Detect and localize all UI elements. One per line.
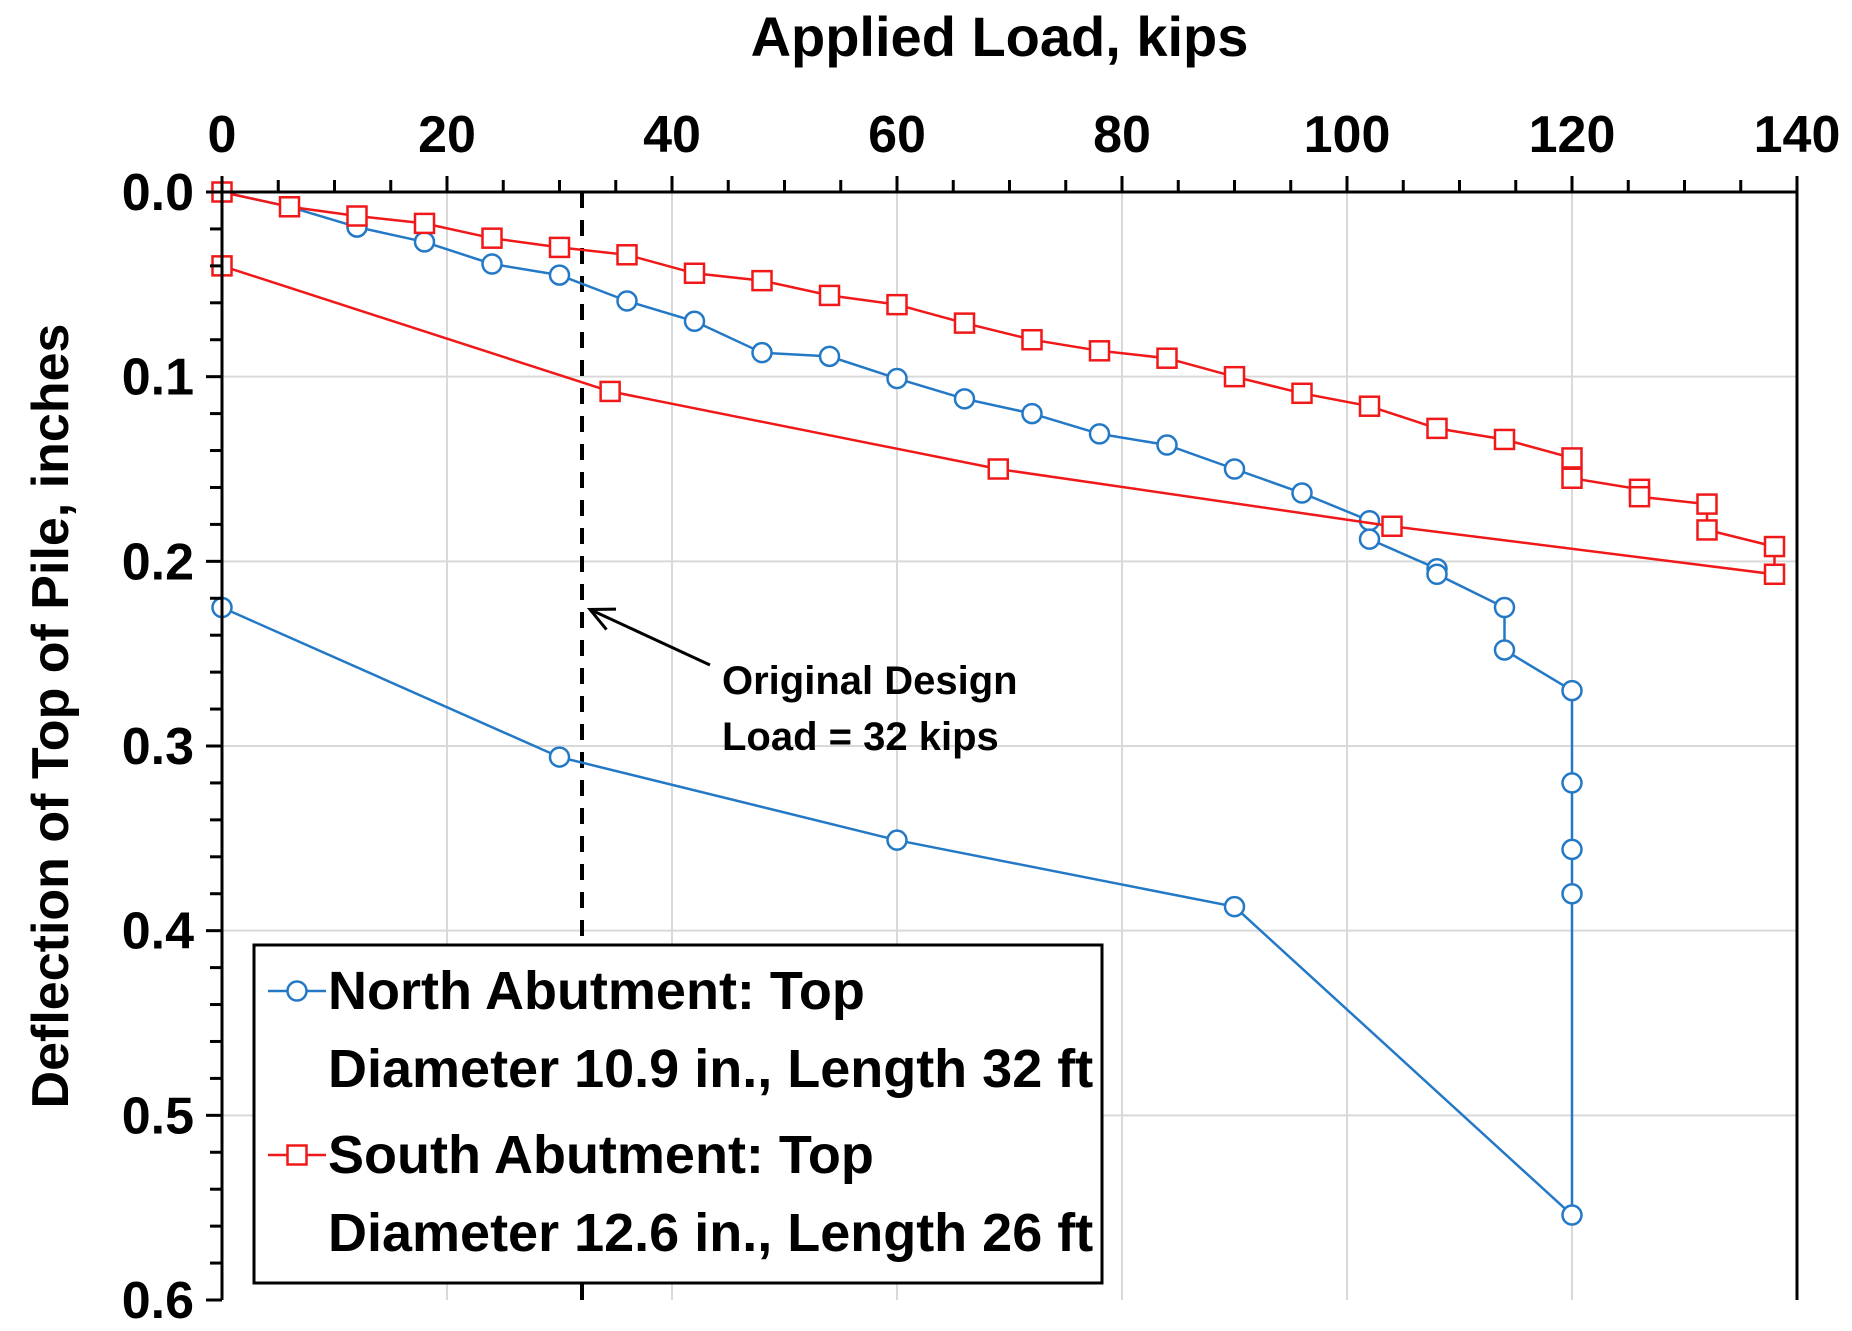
y-tick-label: 0.6: [122, 1272, 194, 1326]
x-tick-label: 80: [1093, 106, 1151, 164]
north-abutment-point: [481, 253, 503, 275]
north-abutment-legend-label: North Abutment: Top: [328, 961, 865, 1021]
south-abutment-point: [987, 458, 1009, 480]
design-load-reference: Original Design Load = 32 kips: [580, 192, 1018, 1300]
north-abutment-point: [1561, 772, 1583, 794]
south-abutment-point: [1223, 365, 1246, 388]
south-abutment-point: [1763, 535, 1786, 558]
north-abutment-point: [1223, 895, 1246, 918]
x-tick-label: 60: [868, 106, 926, 164]
south-abutment-point: [751, 269, 773, 292]
north-abutment-point: [1493, 596, 1516, 619]
south-abutment-point: [886, 293, 908, 316]
south-abutment-legend-marker: [286, 1144, 308, 1166]
south-abutment-point: [1696, 493, 1718, 515]
south-abutment-legend-entry: South Abutment: Top Diameter 12.6 in., Le…: [268, 1125, 1093, 1263]
north-abutment-point: [1088, 423, 1111, 445]
x-tick-label: 20: [418, 106, 476, 164]
north-abutment-point: [1561, 1204, 1583, 1226]
south-abutment-point: [683, 262, 706, 285]
north-abutment-point: [1021, 402, 1043, 425]
south-abutment-line: [221, 190, 1776, 576]
south-abutment-point: [1156, 347, 1178, 369]
north-abutment-point: [616, 290, 638, 312]
legend-box: [252, 943, 1104, 1285]
south-abutment-point: [1763, 563, 1786, 586]
annotation-text: Original Design: [722, 659, 1018, 703]
y-tick-label: 0.5: [122, 1087, 194, 1145]
y-tick-label: 0.4: [122, 903, 194, 961]
south-abutment-point: [818, 284, 841, 307]
north-abutment-point: [818, 345, 841, 368]
south-abutment-point: [548, 236, 571, 259]
north-abutment-legend-entry: North Abutment: Top Diameter 10.9 in., Le…: [268, 961, 1093, 1099]
x-tick-label: 120: [1529, 106, 1616, 164]
y-axis-title: Deflection of Top of Pile, inches: [22, 324, 80, 1109]
north-abutment-point: [1561, 838, 1583, 861]
south-abutment-point: [413, 212, 436, 235]
north-abutment-point: [548, 264, 571, 286]
north-abutment-point: [1358, 528, 1381, 550]
north-abutment-legend-marker: [286, 980, 308, 1002]
south-abutment-point: [1358, 395, 1381, 417]
annotation-arrowhead: [586, 607, 617, 631]
south-abutment-point: [346, 205, 368, 227]
annotation-arrow: [589, 608, 711, 667]
south-abutment-point: [1696, 519, 1718, 541]
south-abutment-legend-label: South Abutment: Top: [328, 1125, 874, 1185]
north-abutment-point: [1223, 458, 1246, 480]
south-abutment-legend-label: Diameter 12.6 in., Length 26 ft: [328, 1203, 1093, 1263]
north-abutment-point: [1561, 882, 1583, 905]
axes: 0 20 40 60 80 100 120 140 0.0 0.1 0.2 0.3 0.4 0.5 0.6 A…: [22, 5, 1841, 1330]
south-abutment-point: [1561, 467, 1583, 489]
south-abutment-point: [953, 312, 976, 334]
south-abutment-point: [1088, 340, 1111, 362]
north-abutment-point: [1291, 482, 1313, 504]
south-abutment-point: [1291, 382, 1313, 405]
north-abutment-point: [1426, 563, 1448, 586]
south-abutment-point: [1628, 485, 1651, 508]
north-abutment-point: [1493, 639, 1516, 661]
y-tick-label: 0.2: [122, 533, 194, 591]
north-abutment-point: [683, 310, 706, 333]
south-abutment-point: [1021, 328, 1043, 351]
x-tick-label: 100: [1304, 106, 1391, 164]
south-abutment-point: [1493, 428, 1516, 451]
x-tick-label: 140: [1754, 106, 1841, 164]
north-abutment-point: [886, 829, 908, 851]
south-abutment-point: [616, 244, 638, 266]
y-tick-label: 0.0: [122, 164, 194, 222]
south-abutment-series: [211, 181, 1786, 586]
south-abutment-point: [1381, 515, 1403, 537]
y-tick-label: 0.3: [122, 718, 194, 776]
south-abutment-point: [481, 227, 503, 249]
x-tick-label: 0: [208, 106, 237, 164]
south-abutment-point: [278, 196, 301, 218]
annotation-text: Load = 32 kips: [722, 715, 999, 759]
north-abutment-point: [751, 341, 773, 364]
north-abutment-legend-label: Diameter 10.9 in., Length 32 ft: [328, 1039, 1093, 1099]
x-tick-label: 40: [643, 106, 701, 164]
south-abutment-point: [1426, 417, 1448, 440]
north-abutment-point: [413, 231, 436, 253]
y-tick-label: 0.1: [122, 349, 194, 407]
north-abutment-point: [1561, 679, 1583, 702]
legend: North Abutment: Top Diameter 10.9 in., Le…: [252, 943, 1104, 1285]
north-abutment-point: [1156, 434, 1178, 456]
x-axis-title: Applied Load, kips: [751, 5, 1249, 68]
north-abutment-point: [886, 367, 908, 390]
north-abutment-point: [548, 746, 571, 768]
south-abutment-point: [1561, 447, 1583, 469]
north-abutment-point: [953, 388, 976, 410]
south-abutment-point: [599, 380, 621, 403]
